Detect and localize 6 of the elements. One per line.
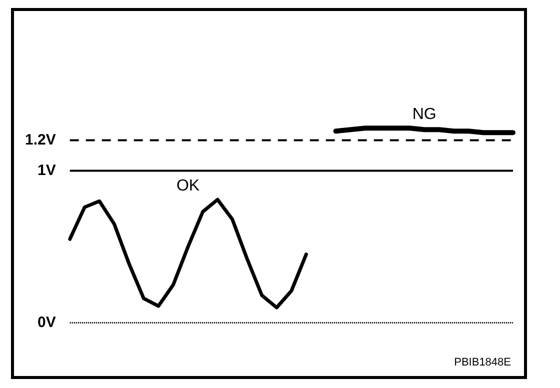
y-tick-label: 1V [38, 162, 56, 179]
y-tick-label: 0V [38, 314, 56, 331]
y-tick-label: 1.2V [25, 131, 56, 148]
annotation: PBIB1848E [454, 356, 511, 369]
series-label: OK [176, 178, 200, 195]
series-label: NG [412, 106, 436, 124]
